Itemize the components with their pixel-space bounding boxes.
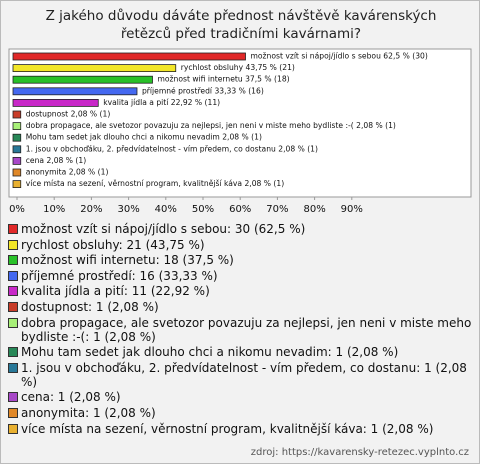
legend: možnost vzít si nápoj/jídlo s sebou: 30 …	[7, 222, 475, 437]
legend-entry: příjemné prostředí: 16 (33,33 %)	[7, 269, 475, 283]
legend-swatch	[8, 224, 18, 234]
legend-entry: kvalita jídla a pití: 11 (22,92 %)	[7, 284, 475, 298]
legend-label: Mohu tam sedet jak dlouho chci a nikomu …	[21, 345, 399, 360]
legend-swatch	[8, 255, 18, 266]
bar-label: 1. jsou v obchoďáku, 2. předvídatelnost …	[26, 144, 318, 153]
legend-label: dostupnost: 1 (2,08 %)	[21, 299, 159, 314]
legend-entry: 1. jsou v obchoďáku, 2. předvídatelnost …	[7, 361, 475, 389]
bar	[12, 64, 177, 72]
legend-label: cena: 1 (2,08 %)	[21, 390, 121, 405]
bar	[12, 122, 22, 130]
x-tick-label: 50%	[192, 204, 214, 215]
x-tick-label: 20%	[80, 204, 102, 215]
legend-entry: rychlost obsluhy: 21 (43,75 %)	[7, 238, 475, 252]
bar-label: kvalita jídla a pití 22,92 % (11)	[103, 98, 220, 107]
bar-label: rychlost obsluhy 43,75 % (21)	[181, 63, 295, 72]
source: zdroj: https://kavarensky-retezec.vyplnt…	[250, 447, 469, 458]
bar-label: možnost vzít si nápoj/jídlo s sebou 62,5…	[251, 52, 428, 61]
bar-label: více místa na sezení, věrnostní program,…	[26, 179, 284, 188]
legend-label: více místa na sezení, věrnostní program,…	[21, 421, 434, 436]
x-tick-label: 80%	[303, 204, 325, 215]
legend-entry: cena: 1 (2,08 %)	[7, 390, 475, 404]
plot-box	[8, 48, 472, 198]
chart-title: Z jakého důvodu dáváte přednost návštěvě…	[45, 8, 437, 42]
legend-swatch	[8, 362, 18, 373]
legend-label: příjemné prostředí: 16 (33,33 %)	[21, 268, 218, 283]
legend-label: možnost wifi internetu: 18 (37,5 %)	[21, 253, 234, 268]
legend-swatch	[8, 286, 18, 297]
bar	[12, 99, 99, 107]
legend-entry: anonymita: 1 (2,08 %)	[7, 406, 475, 420]
bar	[12, 52, 246, 61]
bar-label: anonymita 2,08 % (1)	[26, 168, 109, 177]
legend-entry: dostupnost: 1 (2,08 %)	[7, 300, 475, 314]
x-tick-label: 30%	[117, 204, 139, 215]
legend-entry: dobra propagace, ale svetozor povazuju z…	[7, 316, 475, 344]
legend-entry: více místa na sezení, věrnostní program,…	[7, 422, 475, 436]
bar	[12, 75, 153, 84]
bar	[12, 133, 22, 142]
legend-label: anonymita: 1 (2,08 %)	[21, 405, 156, 420]
bar-label: cena 2,08 % (1)	[26, 156, 86, 165]
legend-swatch	[8, 423, 18, 434]
bar	[12, 110, 22, 119]
x-tick-label: 70%	[266, 204, 288, 215]
bar-label: dostupnost 2,08 % (1)	[26, 110, 111, 119]
bar	[12, 180, 22, 189]
bar	[12, 168, 22, 177]
x-tick-label: 40%	[155, 204, 177, 215]
bar	[12, 156, 22, 165]
bar-label: Mohu tam sedet jak dlouho chci a nikomu …	[26, 133, 262, 142]
bar-label: příjemné prostředí 33,33 % (16)	[142, 86, 264, 95]
bar	[12, 145, 22, 154]
bar	[12, 87, 138, 96]
x-tick-label: 0%	[9, 204, 25, 215]
legend-swatch	[8, 317, 18, 328]
legend-label: možnost vzít si nápoj/jídlo s sebou: 30 …	[21, 222, 306, 236]
legend-label: rychlost obsluhy: 21 (43,75 %)	[21, 237, 205, 252]
legend-label: 1. jsou v obchoďáku, 2. předvídatelnost …	[21, 360, 467, 389]
legend-entry: Mohu tam sedet jak dlouho chci a nikomu …	[7, 345, 475, 359]
legend-swatch	[8, 239, 18, 250]
legend-swatch	[8, 407, 18, 418]
chart: 0% 10% 20% 30% 40% 50% 60% 70% 80% 90% možnost vzí…	[8, 48, 472, 215]
legend-swatch	[8, 392, 18, 403]
bar-label: možnost wifi internetu 37,5 % (18)	[158, 75, 290, 84]
bar-label: dobra propagace, ale svetozor povazuju z…	[26, 121, 396, 130]
x-tick-label: 90%	[341, 204, 363, 215]
legend-swatch	[8, 270, 18, 281]
legend-entry: možnost wifi internetu: 18 (37,5 %)	[7, 253, 475, 267]
legend-swatch	[8, 347, 18, 358]
legend-label: dobra propagace, ale svetozor povazuju z…	[21, 315, 472, 344]
legend-entry: možnost vzít si nápoj/jídlo s sebou: 30 …	[7, 222, 475, 236]
legend-swatch	[8, 301, 18, 312]
legend-label: kvalita jídla a pití: 11 (22,92 %)	[21, 284, 210, 299]
x-tick-label: 10%	[43, 204, 65, 215]
x-tick-label: 60%	[229, 204, 251, 215]
